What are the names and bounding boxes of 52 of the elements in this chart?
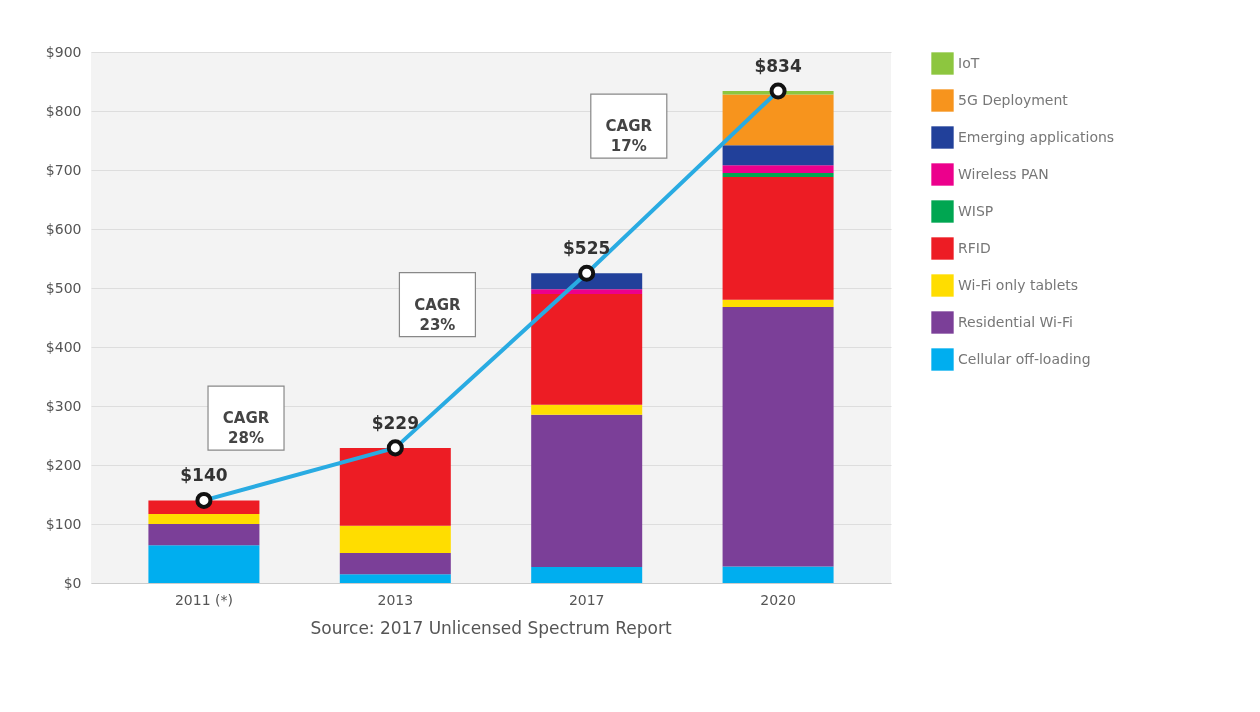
legend-label: Wi-Fi only tablets (958, 276, 1079, 293)
bar (722, 172, 834, 178)
data-label: $229 (371, 412, 419, 433)
x-tick-label: 2017 (568, 591, 605, 608)
bar (722, 145, 834, 166)
y-tick-label: $500 (45, 279, 82, 296)
bar (722, 306, 834, 567)
bar (339, 552, 451, 575)
bar (339, 525, 451, 553)
y-tick-label: $200 (45, 456, 82, 473)
y-tick-label: $800 (45, 102, 82, 119)
bar (148, 500, 260, 514)
annotation: CAGR 17% (605, 117, 653, 156)
legend-label: Wireless PAN (958, 165, 1049, 182)
bar (722, 165, 834, 173)
y-tick-label: $300 (45, 397, 82, 414)
bar (722, 177, 834, 300)
legend-label: RFID (958, 239, 991, 256)
source-note: Source: 2017 Unlicensed Spectrum Report (310, 618, 672, 638)
x-tick-label: 2011 (*) (174, 591, 233, 608)
bar (722, 299, 834, 307)
legend-label: Residential Wi-Fi (958, 313, 1073, 330)
legend-label: 5G Deployment (958, 91, 1069, 108)
y-tick-label: $600 (45, 220, 82, 237)
data-label: $525 (563, 238, 611, 259)
annotation: CAGR 28% (222, 409, 270, 448)
bar (148, 513, 260, 524)
bar (531, 414, 643, 568)
legend-label: Cellular off-loading (958, 350, 1091, 367)
y-tick-label: $400 (45, 338, 82, 355)
bar (531, 404, 643, 415)
bar (531, 293, 643, 405)
x-tick-label: 2013 (377, 591, 414, 608)
legend-label: IoT (958, 54, 980, 71)
bar (722, 566, 834, 583)
legend-label: Emerging applications (958, 128, 1115, 145)
legend-label: WISP (958, 202, 994, 219)
y-tick-label: $900 (45, 43, 82, 60)
bar (148, 545, 260, 583)
y-tick-label: $100 (45, 515, 82, 532)
bar (722, 94, 834, 146)
y-tick-label: $0 (63, 574, 82, 591)
bar (531, 567, 643, 583)
x-tick-label: 2020 (760, 591, 796, 608)
bar (531, 289, 643, 294)
data-label: $140 (180, 465, 228, 486)
data-label: $834 (754, 55, 802, 76)
bar (339, 447, 451, 526)
annotation: CAGR 23% (414, 295, 462, 334)
bar (339, 574, 451, 583)
y-tick-label: $700 (45, 161, 82, 178)
bar (148, 524, 260, 546)
